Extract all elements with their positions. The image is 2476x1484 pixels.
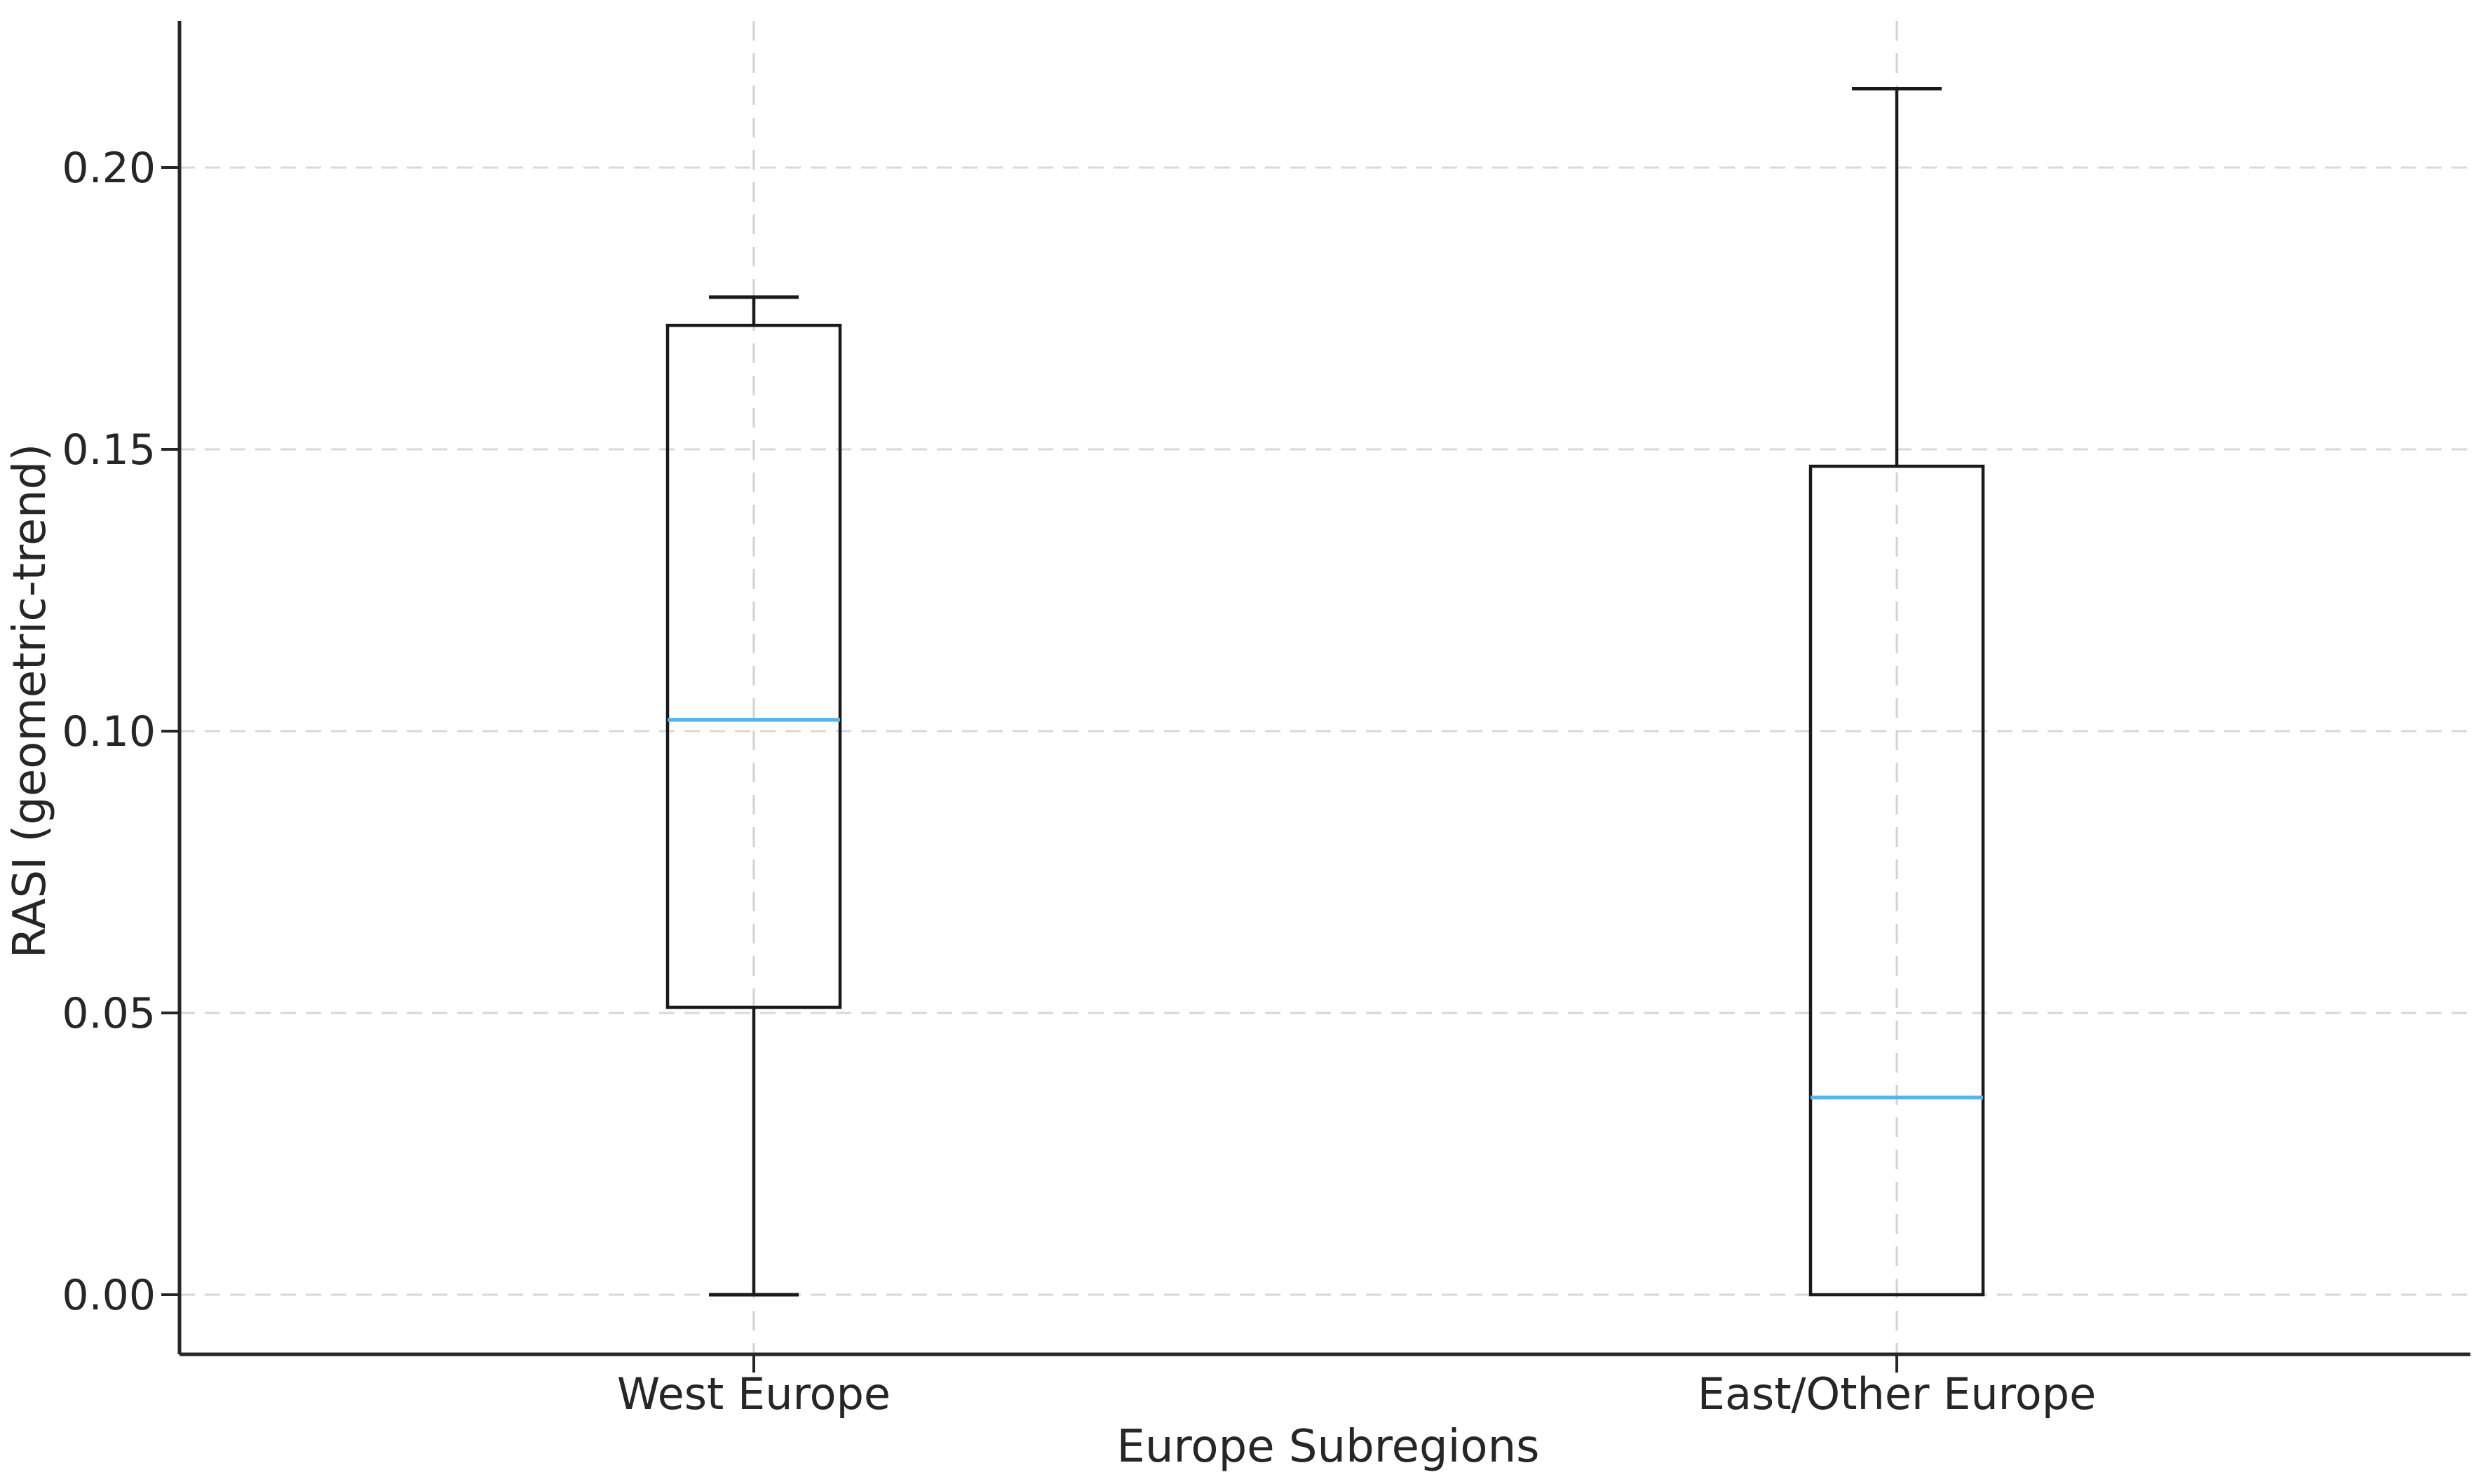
y-axis-title: RASI (geometric-trend) (4, 444, 56, 958)
y-tick-label: 0.05 (62, 989, 156, 1038)
y-tick-label: 0.10 (62, 707, 156, 756)
iqr-box (665, 323, 842, 1009)
iqr-box (1808, 464, 1985, 1297)
vertical-gridlines (752, 21, 1898, 1354)
y-tick-label: 0.15 (62, 426, 156, 475)
boxplots (665, 86, 1985, 1297)
boxplot-west-europe (665, 295, 842, 1297)
x-tick-label: West Europe (617, 1368, 891, 1420)
x-tick-label: East/Other Europe (1698, 1368, 2096, 1420)
y-tick-label: 0.00 (62, 1271, 156, 1320)
y-tick-label: 0.20 (62, 144, 156, 193)
horizontal-gridlines (180, 166, 2470, 1296)
x-axis-title: Europe Subregions (1117, 1421, 1540, 1473)
tick-marks (161, 166, 1898, 1373)
boxplot-east-other-europe (1808, 86, 1985, 1297)
tick-labels: 0.00 0.05 0.10 0.15 0.20 West Europe East/Othe… (62, 144, 2096, 1420)
